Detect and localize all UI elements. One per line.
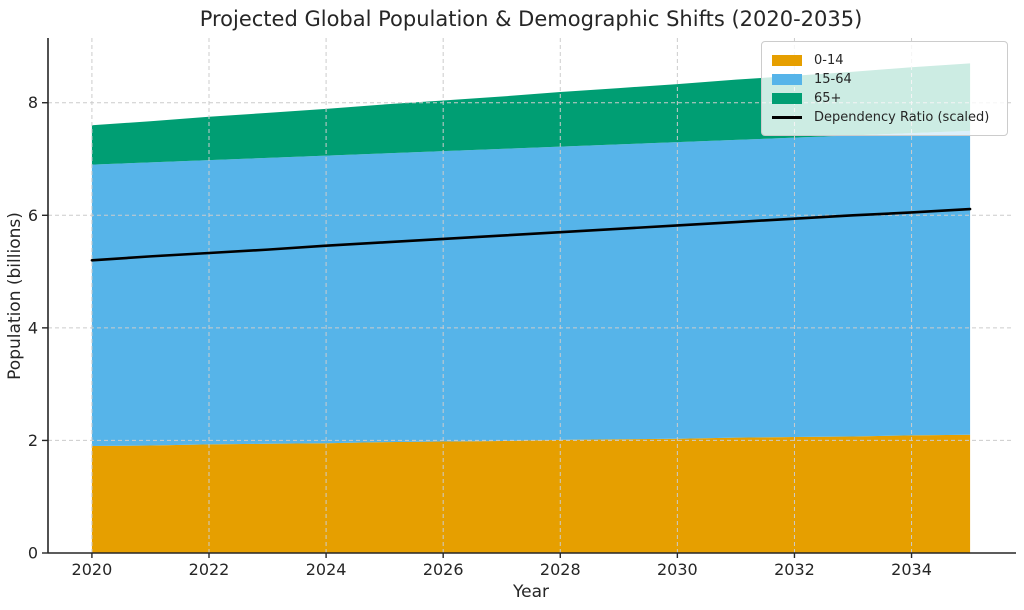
x-ticklabel-2022: 2022	[189, 560, 230, 579]
legend-row-0: 0-14	[772, 53, 997, 68]
legend-label: 15-64	[814, 72, 852, 87]
legend-row-1: 15-64	[772, 72, 997, 87]
axis-tick-labels: 2020 2022 2024 2026 2028 2030 2032 2034 0 2 4 6 8	[28, 93, 932, 579]
y-ticklabel-2: 2	[28, 431, 38, 450]
legend: 0-14 15-64 65+ Dependency Ratio (scaled)	[761, 41, 1008, 136]
axis-ticks	[42, 102, 913, 558]
area-series-65-	[91, 63, 971, 165]
stacked-areas	[91, 63, 971, 553]
x-ticklabel-2024: 2024	[306, 560, 347, 579]
legend-patch-swatch-icon	[772, 93, 802, 104]
legend-row-2: 65+	[772, 91, 997, 106]
legend-patch-swatch-icon	[772, 55, 802, 66]
legend-row-3: Dependency Ratio (scaled)	[772, 110, 997, 125]
dependency-ratio-line	[90, 207, 972, 262]
legend-label: 65+	[814, 91, 842, 106]
chart-title: Projected Global Population & Demographi…	[199, 7, 863, 31]
dependency-ratio-polyline	[90, 207, 972, 262]
x-ticklabel-2030: 2030	[657, 560, 698, 579]
y-ticklabel-6: 6	[28, 206, 38, 225]
area-series-15-64	[91, 130, 971, 447]
y-ticklabel-8: 8	[28, 93, 38, 112]
area-series-0-14	[91, 434, 971, 553]
legend-line-swatch-icon	[772, 116, 802, 119]
x-axis-label: Year	[512, 582, 549, 602]
y-ticklabel-0: 0	[28, 544, 38, 563]
legend-label: Dependency Ratio (scaled)	[814, 110, 990, 125]
x-ticklabel-2026: 2026	[423, 560, 464, 579]
legend-label: 0-14	[814, 53, 844, 68]
x-ticklabel-2032: 2032	[774, 560, 815, 579]
x-ticklabel-2020: 2020	[72, 560, 113, 579]
x-ticklabel-2028: 2028	[540, 560, 581, 579]
y-axis-label: Population (billions)	[5, 212, 25, 380]
x-ticklabel-2034: 2034	[891, 560, 932, 579]
y-ticklabel-4: 4	[28, 318, 38, 337]
legend-patch-swatch-icon	[772, 74, 802, 85]
